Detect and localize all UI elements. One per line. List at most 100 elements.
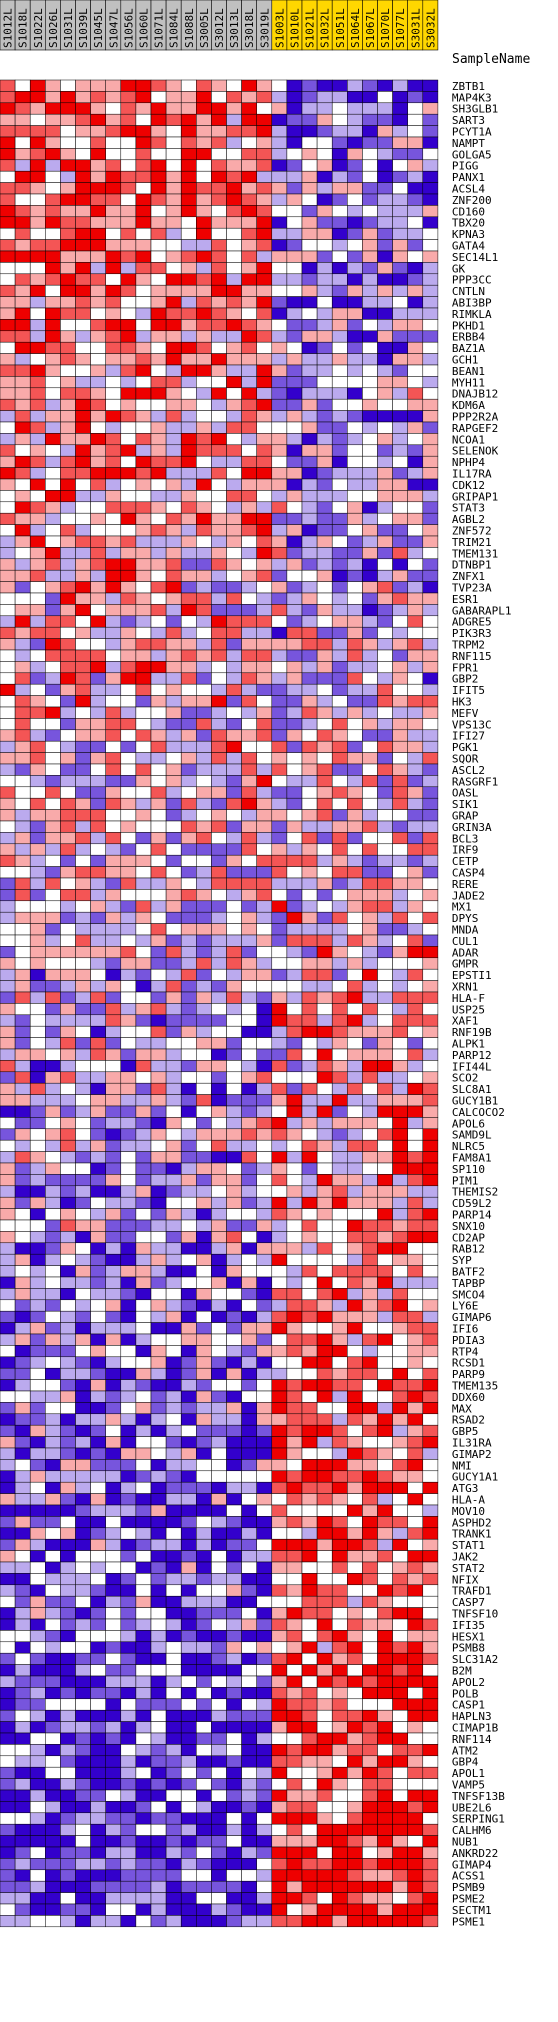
heatmap-cell [377,1652,393,1665]
heatmap-cell [60,341,76,354]
heatmap-cell [196,1082,212,1095]
heatmap-cell [241,820,257,833]
heatmap-cell [135,1060,152,1073]
heatmap-cell [347,615,363,628]
heatmap-cell [316,1276,333,1289]
heatmap-cell [180,444,197,457]
heatmap-cell [347,262,363,275]
heatmap-cell [105,1732,122,1745]
heatmap-cell [362,1345,378,1358]
heatmap-cell [14,1014,31,1027]
heatmap-cell [0,1766,16,1779]
heatmap-cell [75,1299,91,1312]
heatmap-cell [60,934,76,947]
heatmap-cell [0,923,16,936]
heatmap-cell [135,1481,152,1494]
heatmap-cell [150,1687,167,1700]
heatmap-cell [135,1196,152,1209]
heatmap-cell [120,923,137,936]
heatmap-cell [286,786,303,799]
heatmap-cell [135,1117,152,1130]
heatmap-cell [392,1265,408,1278]
heatmap-cell [286,1424,303,1437]
heatmap-cell [286,444,303,457]
heatmap-cell [45,1139,61,1152]
heatmap-cell [241,683,257,696]
heatmap-cell [286,1915,303,1928]
heatmap-cell [241,1538,257,1551]
heatmap-cell [316,763,333,776]
heatmap-cell [14,1527,31,1540]
heatmap-cell [45,900,61,913]
heatmap-cell [211,1459,227,1472]
heatmap-cell [135,193,152,206]
heatmap-cell [120,1470,137,1483]
heatmap-cell [75,706,91,719]
heatmap-cell [60,364,76,377]
heatmap-cell [301,1276,318,1289]
heatmap-cell [90,695,106,708]
heatmap-cell [75,1139,91,1152]
heatmap-cell [75,1003,91,1016]
heatmap-cell [14,1208,31,1221]
heatmap-cell [180,478,197,491]
heatmap-cell [422,797,439,810]
heatmap-cell [105,398,122,411]
heatmap-cell [271,1003,288,1016]
heatmap-cell [392,1060,408,1073]
heatmap-cell [180,1185,197,1198]
heatmap-cell [60,170,76,183]
heatmap-cell [90,227,106,240]
heatmap-cell [241,1687,257,1700]
heatmap-cell [60,467,76,480]
heatmap-cell [60,1766,76,1779]
heatmap-cell [180,558,197,571]
heatmap-cell [301,1801,318,1814]
heatmap-cell [256,1561,273,1574]
heatmap-cell [45,740,61,753]
heatmap-cell [362,1379,378,1392]
heatmap-cell [241,433,257,446]
heatmap-cell [120,1105,137,1118]
heatmap-cell [226,558,242,571]
heatmap-cell [211,1481,227,1494]
heatmap-cell [271,1265,288,1278]
heatmap-cell [271,809,288,822]
heatmap-cell [377,444,393,457]
heatmap-cell [120,763,137,776]
heatmap-cell [45,1003,61,1016]
heatmap-cell [196,832,212,845]
heatmap-cell [150,1242,167,1255]
heatmap-cell [120,1835,137,1848]
heatmap-cell [331,1698,348,1711]
heatmap-cell [0,1652,16,1665]
heatmap-cell [75,1322,91,1335]
heatmap-cell [180,1265,197,1278]
heatmap-cell [226,1641,242,1654]
heatmap-cell [211,832,227,845]
heatmap-cell [407,1687,424,1700]
heatmap-cell [45,478,61,491]
heatmap-cell [407,1504,424,1517]
heatmap-cell [226,1151,242,1164]
gene-label: HLA-F [452,992,485,1005]
heatmap-cell [392,273,408,286]
heatmap-cell [105,524,122,537]
heatmap-cell [331,547,348,560]
heatmap-cell [286,1698,303,1711]
heatmap-cell [392,262,408,275]
heatmap-cell [29,1721,46,1734]
heatmap-cell [392,900,408,913]
heatmap-cell [241,1903,257,1916]
heatmap-cell [105,1162,122,1175]
heatmap-cell [286,1573,303,1586]
heatmap-cell [0,683,16,696]
heatmap-cell [211,820,227,833]
heatmap-cell [0,1584,16,1597]
heatmap-cell [75,923,91,936]
heatmap-cell [407,786,424,799]
heatmap-cell [29,1333,46,1346]
heatmap-cell [331,718,348,731]
heatmap-cell [180,296,197,309]
heatmap-cell [286,1778,303,1791]
